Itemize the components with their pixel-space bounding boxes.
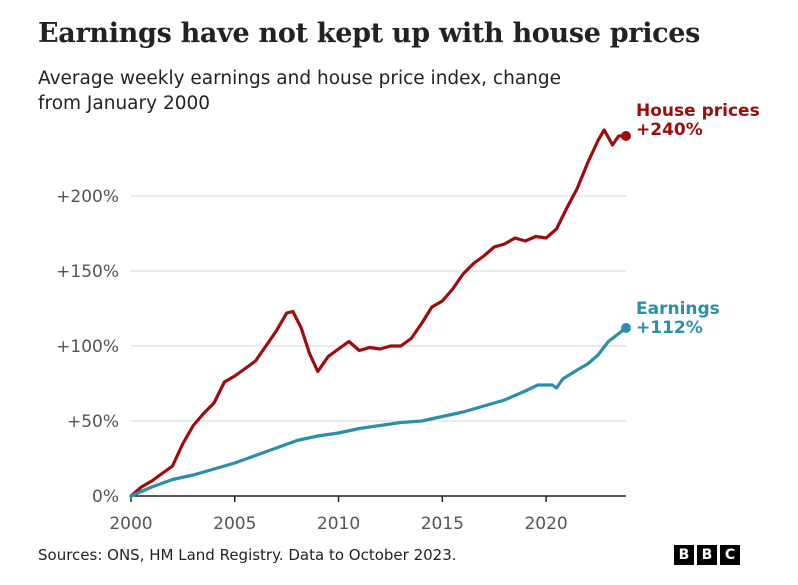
x-tick-label: 2005 [213,514,256,534]
x-axis: 2000 2005 2010 2015 2020 [109,495,626,534]
series-end-point [621,131,631,141]
x-tick-label: 2010 [317,514,360,534]
series-line-house-prices [129,128,628,498]
series-lines [129,128,631,498]
series-end-labels: House prices+240% Earnings+112% [636,101,760,338]
series-line-earnings [129,326,628,498]
x-tick-label: 2020 [524,514,567,534]
series-name-label: Earnings [636,299,720,319]
series-end-point [621,323,631,333]
chart-subtitle: Average weekly earnings and house price … [38,68,562,114]
bbc-logo: B B C [674,545,740,565]
y-tick-label: 0% [92,487,119,507]
y-tick-label: +200% [56,187,119,207]
y-axis-ticks: 0% +50% +100% +150% +200% [56,187,119,507]
series-change-label: +112% [636,318,703,338]
gridlines [131,195,626,422]
chart-title: Earnings have not kept up with house pri… [38,18,701,49]
x-tick-label: 2000 [109,514,152,534]
source-note: Sources: ONS, HM Land Registry. Data to … [38,546,457,564]
series-change-label: +240% [636,120,703,140]
logo-letter: B [697,545,717,565]
x-tick-label: 2015 [421,514,464,534]
y-tick-label: +100% [56,337,119,357]
line-chart: 0%+50%+100%+150%+200% 2000 2005 2010 2015 20… [56,101,760,534]
logo-letter: C [720,545,740,565]
logo-letter: B [674,545,694,565]
y-tick-label: +50% [67,412,119,432]
series-name-label: House prices [636,101,760,121]
y-tick-label: +150% [56,262,119,282]
